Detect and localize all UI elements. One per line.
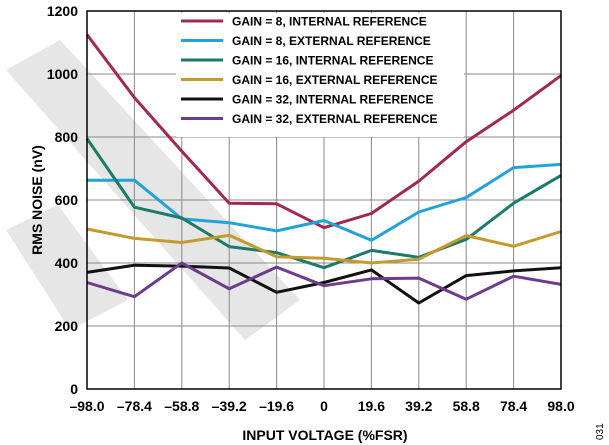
x-tick-label: 0: [320, 398, 328, 414]
legend-label-3: GAIN = 16, EXTERNAL REFERENCE: [232, 73, 438, 87]
x-tick-label: 19.6: [358, 398, 385, 414]
legend-label-1: GAIN = 8, EXTERNAL REFERENCE: [232, 34, 431, 48]
series-line-4: [86, 263, 562, 305]
y-tick-label: 0: [70, 381, 78, 397]
y-tick-labels: 0 200 400 600 800 1000 1200: [47, 3, 78, 397]
series-line-3: [86, 227, 562, 265]
y-axis-title: RMS NOISE (nV): [29, 145, 45, 255]
x-axis-title: INPUT VOLTAGE (%FSR): [242, 427, 407, 443]
watermark: [6, 40, 300, 340]
x-tick-label: –39.2: [212, 398, 247, 414]
y-tick-label: 200: [55, 318, 79, 334]
x-tick-label: 39.2: [405, 398, 432, 414]
x-tick-labels: –98.0 –78.4 –58.8 –39.2 –19.6 0 19.6 39.2 58.8 78…: [69, 398, 574, 414]
x-tick-label: 78.4: [500, 398, 527, 414]
legend-label-2: GAIN = 16, INTERNAL REFERENCE: [232, 54, 433, 68]
series-line-1: [87, 162, 562, 242]
figure-id: 031: [595, 423, 606, 440]
watermark-stroke-lower: [6, 205, 128, 330]
legend-background: [176, 13, 464, 137]
legend-label-5: GAIN = 32, EXTERNAL REFERENCE: [232, 112, 438, 126]
y-tick-label: 600: [55, 192, 79, 208]
legend-label-0: GAIN = 8, INTERNAL REFERENCE: [232, 15, 427, 29]
x-tick-label: –78.4: [117, 398, 152, 414]
x-tick-label: –19.6: [259, 398, 294, 414]
series-line-2: [85, 137, 562, 270]
plot-frame: [86, 10, 562, 390]
series-lines: [85, 33, 562, 305]
y-tick-label: 1200: [47, 3, 78, 19]
x-tick-label: –98.0: [69, 398, 104, 414]
legend-label-4: GAIN = 32, INTERNAL REFERENCE: [232, 93, 433, 107]
y-tick-label: 1000: [47, 66, 78, 82]
legend: GAIN = 8, INTERNAL REFERENCE GAIN = 8, EX…: [176, 13, 464, 137]
series-line-5: [86, 261, 562, 301]
y-tick-label: 800: [55, 129, 79, 145]
x-tick-label: 98.0: [547, 398, 574, 414]
series-line-0: [85, 33, 562, 230]
x-tick-label: –58.8: [164, 398, 199, 414]
y-tick-label: 400: [55, 255, 79, 271]
x-tick-label: 58.8: [453, 398, 480, 414]
watermark-stroke-upper: [6, 40, 300, 340]
